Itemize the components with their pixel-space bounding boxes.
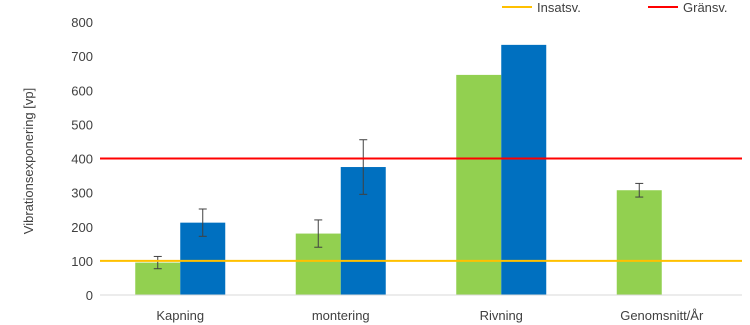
bar <box>456 74 502 295</box>
y-axis-ticks: 0 100 200 300 400 500 600 700 800 <box>71 15 93 303</box>
y-tick-label: 0 <box>86 288 93 303</box>
x-axis-labels: Kapning montering Rivning Genomsnitt/År <box>156 308 704 323</box>
y-tick-label: 400 <box>71 152 93 167</box>
legend-label-gransv: Gränsv. <box>683 0 728 15</box>
y-tick-label: 100 <box>71 254 93 269</box>
legend: Insatsv. Gränsv. <box>502 0 728 15</box>
legend-label-insatsv: Insatsv. <box>537 0 581 15</box>
y-tick-label: 500 <box>71 117 93 132</box>
y-tick-label: 600 <box>71 83 93 98</box>
y-tick-label: 300 <box>71 186 93 201</box>
bar <box>616 190 662 295</box>
y-tick-label: 700 <box>71 49 93 64</box>
y-tick-label: 200 <box>71 220 93 235</box>
x-category-label: Kapning <box>156 308 204 323</box>
bar <box>501 44 547 295</box>
error-bars <box>153 139 644 270</box>
x-category-label: montering <box>312 308 370 323</box>
y-tick-label: 800 <box>71 15 93 30</box>
x-category-label: Rivning <box>480 308 523 323</box>
reference-lines <box>100 157 742 262</box>
y-axis-title: Vibrationsexponering [vp] <box>21 88 36 234</box>
bars <box>135 44 662 295</box>
x-category-label: Genomsnitt/År <box>620 308 704 323</box>
